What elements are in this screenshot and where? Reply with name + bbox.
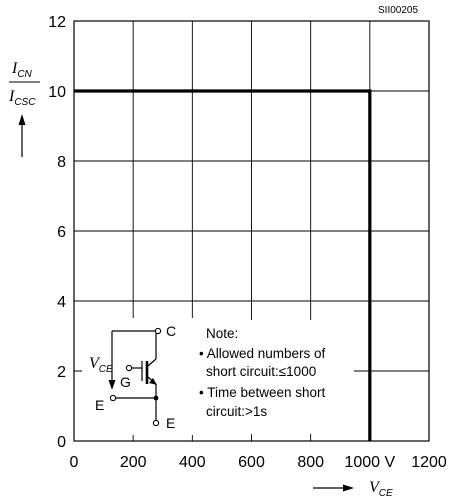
note-title: Note:	[206, 326, 238, 341]
x-tick-label: 0	[70, 454, 79, 471]
x-tick-label: 1000 V	[344, 454, 395, 471]
y-den-subscript: CSC	[14, 97, 36, 108]
note-background	[196, 320, 354, 434]
y-axis-arrow-icon	[18, 114, 26, 125]
emitter-arrow-icon	[149, 378, 157, 385]
y-tick-label: 12	[48, 14, 66, 31]
x-label-subscript: CE	[379, 488, 393, 499]
vce-subscript: CE	[99, 364, 113, 375]
vce-arrow-icon	[108, 380, 116, 390]
gate-label: G	[120, 374, 131, 390]
y-axis-label: ICN ICSC	[8, 60, 40, 157]
y-tick-label: 0	[57, 434, 66, 451]
rbsoa-limit-line	[74, 89, 372, 441]
y-tick-label: 4	[57, 294, 66, 311]
note-block: Note: • Allowed numbers of short circuit…	[196, 320, 354, 434]
emitter-left-terminal	[109, 394, 117, 402]
note-line-1: • Allowed numbers of	[199, 346, 326, 361]
y-tick-label: 2	[57, 364, 66, 381]
x-label-symbol: V	[369, 479, 381, 496]
y-tick-labels: 0 2 4 6 8 10 12	[48, 14, 66, 451]
svg-text:ICSC: ICSC	[8, 88, 36, 108]
svg-text:ICN: ICN	[11, 60, 33, 80]
y-num-symbol: I	[11, 60, 18, 77]
x-tick-label: 800	[297, 454, 324, 471]
emitter-right-label: E	[166, 415, 175, 431]
schematic-background	[82, 318, 196, 435]
svg-text:VCE: VCE	[89, 355, 113, 375]
x-axis-label: VCE	[313, 479, 393, 499]
series-group	[74, 89, 372, 441]
figure-code: SII00205	[378, 5, 418, 16]
x-tick-label: 400	[179, 454, 206, 471]
gate-terminal	[125, 364, 133, 372]
svg-text:VCE: VCE	[369, 479, 393, 499]
note-line-4: circuit:>1s	[206, 404, 267, 419]
collector-label: C	[166, 323, 176, 339]
y-tick-label: 6	[57, 224, 66, 241]
y-den-symbol: I	[8, 88, 15, 105]
x-tick-label: 600	[238, 454, 265, 471]
y-tick-label: 8	[57, 154, 66, 171]
y-num-subscript: CN	[17, 69, 32, 80]
collector-terminal	[154, 327, 162, 335]
igbt-schematic: C G E E VCE	[82, 318, 196, 435]
emitter-left-label: E	[95, 397, 104, 413]
x-tick-labels: 0 200 400 600 800 1000 V 1200	[70, 454, 447, 471]
emitter-junction-dot	[153, 395, 159, 401]
x-tick-label: 1200	[411, 454, 447, 471]
note-line-2: short circuit:≤1000	[206, 364, 316, 379]
vce-symbol: V	[89, 355, 101, 372]
x-axis-arrow-icon	[343, 484, 354, 492]
note-line-3: • Time between short	[199, 385, 326, 400]
x-tick-label: 200	[120, 454, 147, 471]
emitter-right-terminal	[152, 419, 160, 427]
y-tick-label: 10	[48, 84, 66, 101]
